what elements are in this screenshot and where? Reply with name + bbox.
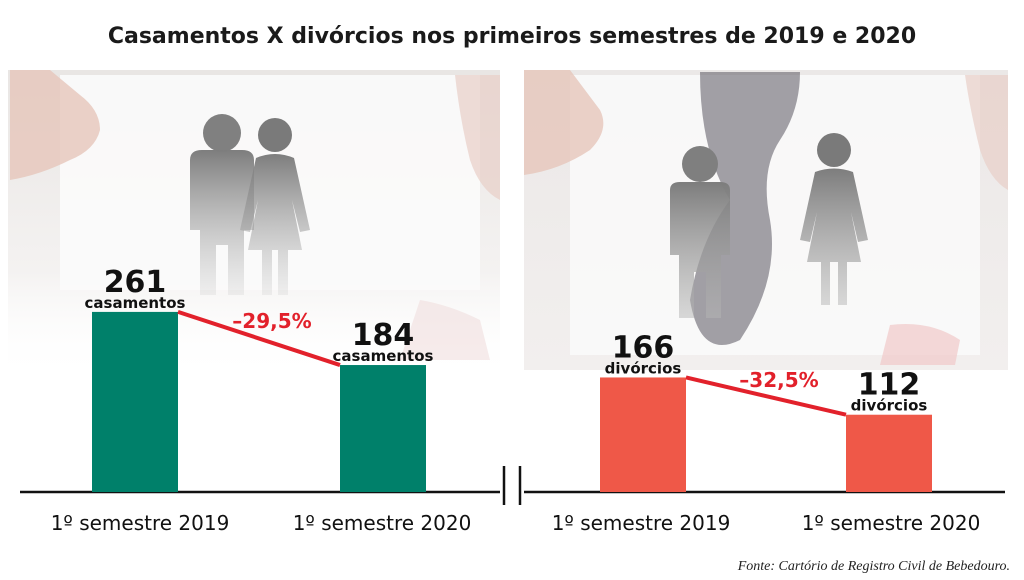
x-tick-label: 1º semestre 2019 [51,511,230,535]
bar-divorcios-1 [600,377,686,492]
data-label-unit: casamentos [85,294,186,312]
trend-line [685,375,847,417]
data-label-value: 166 [612,330,675,365]
change-label: –29,5% [232,309,311,333]
data-label-value: 261 [104,265,167,300]
couple-photo-icon [8,70,500,380]
data-label-unit: divórcios [605,359,682,377]
change-label: –32,5% [739,368,818,392]
x-tick-label: 1º semestre 2019 [552,511,731,535]
data-label-value: 184 [352,318,415,353]
x-tick-label: 1º semestre 2020 [293,511,472,535]
x-tick-label: 1º semestre 2020 [802,511,981,535]
source-note: Fonte: Cartório de Registro Civil de Beb… [737,559,1010,574]
data-label-unit: casamentos [333,347,434,365]
chart-title: Casamentos X divórcios nos primeiros sem… [108,24,916,49]
data-label-unit: divórcios [851,397,928,415]
bar-divorcios-2 [846,414,932,492]
bar-casamentos-2 [340,365,426,492]
trend-line [177,310,341,367]
separated-couple-photo-icon [524,70,1008,370]
bar-casamentos-1 [92,311,178,492]
data-label-value: 112 [858,368,921,403]
